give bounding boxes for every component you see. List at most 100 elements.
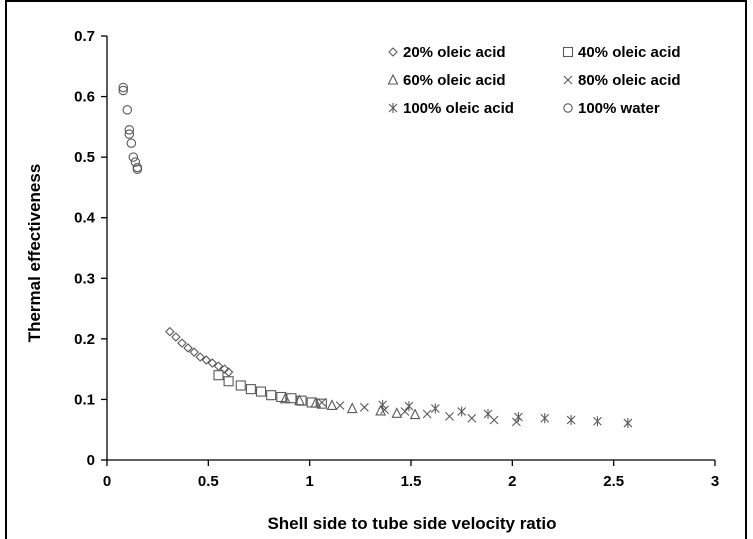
y-tick-label: 0.1	[74, 391, 95, 408]
data-point	[404, 401, 414, 412]
legend-item: 80% oleic acid	[563, 72, 681, 89]
legend-item: 100% oleic acid	[388, 100, 514, 117]
data-point	[540, 413, 550, 424]
data-point	[467, 413, 477, 423]
legend-marker	[563, 103, 573, 113]
data-point	[177, 338, 187, 348]
data-point	[310, 396, 322, 408]
data-point	[483, 408, 493, 419]
data-point	[457, 406, 467, 417]
data-point	[213, 370, 224, 381]
x-tick-label: 0.5	[198, 473, 219, 490]
y-axis-title: Thermal effectiveness	[25, 164, 44, 343]
legend-label: 60% oleic acid	[403, 72, 506, 89]
data-point	[245, 384, 256, 395]
data-point	[124, 125, 135, 135]
data-point	[566, 415, 576, 426]
data-point	[124, 129, 135, 139]
legend-item: 100% water	[563, 100, 660, 117]
data-point	[126, 138, 137, 148]
data-point	[266, 390, 277, 401]
data-point	[118, 82, 128, 93]
legend-label: 20% oleic acid	[403, 44, 506, 61]
legend-label: 80% oleic acid	[578, 72, 681, 89]
legend-item: 60% oleic acid	[387, 72, 506, 89]
data-point	[235, 380, 246, 391]
data-point	[514, 411, 523, 422]
x-axis-title: Shell side to tube side velocity ratio	[267, 514, 556, 533]
data-point	[223, 367, 234, 377]
data-point	[445, 412, 454, 421]
data-point	[255, 386, 267, 397]
legend-label: 100% water	[578, 100, 660, 117]
y-tick-label: 0.4	[74, 210, 96, 227]
data-point	[213, 361, 224, 371]
x-axis-ticks: 0 0.5 1 1.5 2 2.5 3	[103, 460, 719, 490]
data-point	[286, 393, 297, 404]
data-point	[130, 157, 141, 167]
series-5	[118, 82, 143, 175]
series-1	[213, 370, 327, 409]
y-tick-label: 0	[87, 452, 95, 469]
data-point	[391, 407, 403, 418]
legend-item: 40% oleic acid	[562, 44, 681, 61]
data-point	[623, 418, 633, 429]
x-tick-label: 1.5	[401, 473, 422, 490]
legend: 20% oleic acid 40% oleic acid 60% oleic ac…	[387, 44, 681, 117]
x-tick-label: 0	[103, 473, 111, 490]
data-point	[171, 332, 181, 342]
y-tick-label: 0.5	[74, 149, 95, 166]
legend-label: 40% oleic acid	[578, 44, 681, 61]
data-point	[335, 401, 345, 410]
x-tick-label: 2.5	[603, 473, 624, 490]
data-point	[219, 364, 230, 374]
legend-marker	[387, 73, 399, 85]
data-point	[132, 162, 143, 173]
data-point	[326, 399, 338, 411]
x-tick-label: 1	[305, 473, 313, 490]
data-point	[128, 152, 139, 162]
data-point	[165, 326, 175, 337]
data-point	[201, 355, 212, 365]
data-point	[316, 398, 327, 409]
data-point	[422, 409, 432, 419]
legend-item: 20% oleic acid	[388, 44, 506, 61]
data-point	[122, 105, 133, 115]
y-tick-label: 0.7	[74, 28, 95, 45]
data-point	[189, 347, 199, 357]
data-point	[346, 402, 358, 414]
data-point	[223, 376, 234, 387]
series-4	[378, 399, 633, 429]
y-tick-label: 0.2	[74, 331, 95, 348]
legend-marker	[388, 47, 398, 57]
y-tick-label: 0.3	[74, 270, 95, 287]
data-point	[430, 403, 440, 414]
data-point	[511, 417, 521, 427]
data-point	[317, 398, 327, 407]
data-point	[593, 416, 602, 427]
data-point	[359, 402, 369, 412]
series-3	[317, 398, 521, 427]
data-point	[118, 85, 128, 96]
figure-frame	[5, 0, 747, 539]
legend-marker	[562, 46, 574, 58]
legend-marker	[563, 75, 573, 85]
x-tick-label: 3	[711, 473, 719, 490]
data-point	[294, 394, 305, 406]
data-point	[207, 358, 218, 368]
x-tick-label: 2	[508, 473, 516, 490]
y-tick-label: 0.6	[74, 89, 95, 106]
data-point	[375, 404, 386, 416]
legend-label: 100% oleic acid	[403, 100, 514, 117]
data-point	[183, 343, 193, 353]
legend-marker	[388, 103, 398, 113]
data-point	[132, 164, 143, 175]
y-axis-ticks: 0 0.1 0.2 0.3 0.4 0.5 0.6 0.7	[74, 28, 107, 469]
data-point	[276, 391, 287, 403]
data-point	[279, 392, 291, 404]
data-point	[400, 407, 410, 416]
data-point	[378, 399, 388, 410]
series-0	[165, 326, 234, 377]
